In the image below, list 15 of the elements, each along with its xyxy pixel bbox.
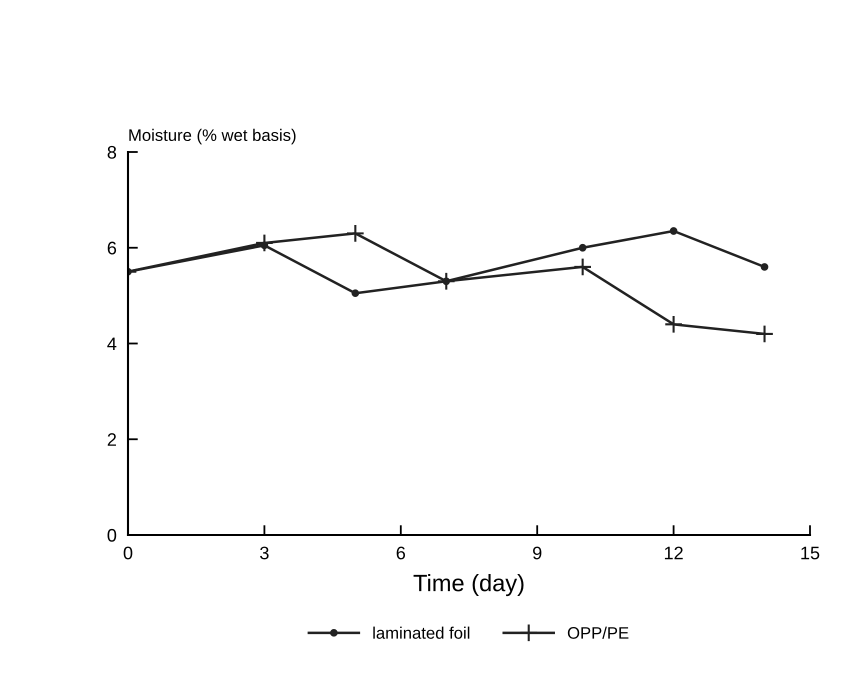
legend-label: laminated foil: [373, 626, 470, 639]
y-tick-label: 6: [108, 242, 116, 254]
y-axis-title: Moisture (% wet basis): [129, 128, 296, 144]
legend-label: OPP/PE: [568, 626, 628, 639]
y-tick-label: 8: [108, 146, 116, 159]
x-tick-label: 6: [396, 546, 406, 560]
y-tick-label: 4: [107, 338, 116, 350]
x-tick-label: 12: [664, 546, 683, 560]
x-tick-label: 0: [124, 546, 132, 560]
y-tick-label: 2: [108, 433, 116, 446]
y-tick-label: 0: [108, 528, 116, 542]
x-axis-title: Time (day): [414, 574, 524, 596]
x-tick-label: 15: [801, 546, 820, 560]
x-tick-label: 9: [533, 546, 542, 560]
x-tick-label: 3: [260, 546, 269, 560]
